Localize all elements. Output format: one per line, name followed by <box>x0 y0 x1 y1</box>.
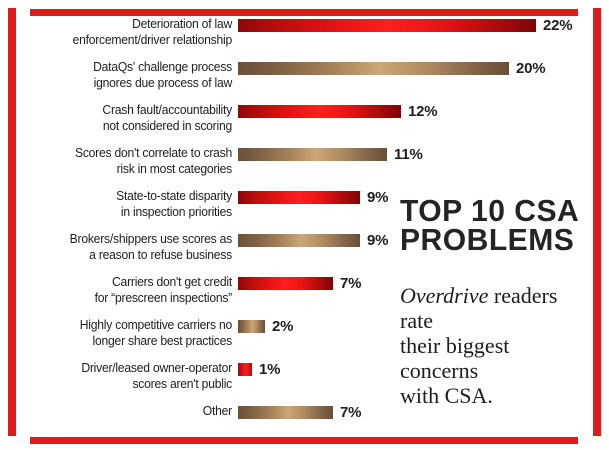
bar <box>238 62 509 75</box>
bar <box>238 105 401 118</box>
headline-deck-text: readers rate their biggest concerns with… <box>400 283 558 408</box>
bar-value-label: 1% <box>259 361 281 378</box>
bar-value-label: 20% <box>516 60 546 77</box>
bar-with-value: 7% <box>238 275 362 292</box>
bar-value-label: 7% <box>340 275 362 292</box>
bar <box>238 19 536 32</box>
bar-category-label: State-to-state disparity in inspection p… <box>116 188 232 219</box>
bar-with-value: 9% <box>238 232 389 249</box>
bar-category-label: Scores don't correlate to crash risk in … <box>74 145 232 176</box>
chart-row: DataQs' challenge process ignores due pr… <box>0 59 609 105</box>
frame-rule-top <box>30 9 578 16</box>
bar-with-value: 22% <box>238 17 573 34</box>
bar-category-label: Crash fault/accountability not considere… <box>102 102 232 133</box>
bar-with-value: 1% <box>238 361 281 378</box>
bar-with-value: 9% <box>238 189 389 206</box>
bar-category-label: Carriers don't get credit for “prescreen… <box>94 274 233 305</box>
bar-category-label: Other <box>202 403 232 418</box>
chart-row: Other 7% <box>0 403 609 449</box>
chart-row: Driver/leased owner-operator scores aren… <box>0 360 609 406</box>
bar-value-label: 12% <box>408 103 438 120</box>
chart-row: Crash fault/accountability not considere… <box>0 102 609 148</box>
bar-value-label: 7% <box>340 404 362 421</box>
bar-chart: Deterioration of law enforcement/driver … <box>0 16 609 449</box>
bar-category-label: Highly competitive carriers no longer sh… <box>79 317 232 348</box>
bar-with-value: 7% <box>238 404 362 421</box>
bar-category-label: Deterioration of law enforcement/driver … <box>72 16 233 47</box>
headline-block: TOP 10 CSA PROBLEMS Overdrive readers ra… <box>400 193 590 408</box>
bar <box>238 277 333 290</box>
chart-row: State-to-state disparity in inspection p… <box>0 188 609 234</box>
bar-value-label: 9% <box>367 189 389 206</box>
bar <box>238 234 360 247</box>
page-title: TOP 10 CSA PROBLEMS <box>400 193 580 257</box>
frame-rule-right <box>593 8 601 436</box>
headline-deck: Overdrive readers rate their biggest con… <box>400 258 590 408</box>
bar-with-value: 2% <box>238 318 294 335</box>
bar-value-label: 2% <box>272 318 294 335</box>
bar-with-value: 20% <box>238 60 546 77</box>
bar <box>238 406 333 419</box>
chart-row: Highly competitive carriers no longer sh… <box>0 317 609 363</box>
chart-row: Brokers/shippers use scores as a reason … <box>0 231 609 277</box>
publication-name: Overdrive <box>400 283 489 308</box>
bar-value-label: 11% <box>394 146 423 163</box>
bar <box>238 363 252 376</box>
bar-category-label: Driver/leased owner-operator scores aren… <box>81 360 232 391</box>
bar <box>238 320 265 333</box>
bar-value-label: 22% <box>543 17 573 34</box>
chart-row: Carriers don't get credit for “prescreen… <box>0 274 609 320</box>
bar-with-value: 12% <box>238 103 438 120</box>
bar-category-label: Brokers/shippers use scores as a reason … <box>69 231 233 262</box>
chart-row: Deterioration of law enforcement/driver … <box>0 16 609 62</box>
bar-with-value: 11% <box>238 146 423 163</box>
bar-value-label: 9% <box>367 232 389 249</box>
chart-row: Scores don't correlate to crash risk in … <box>0 145 609 191</box>
bar <box>238 191 360 204</box>
bar <box>238 148 387 161</box>
frame-rule-left <box>8 8 16 436</box>
bar-category-label: DataQs' challenge process ignores due pr… <box>93 59 232 90</box>
frame-rule-bottom <box>30 437 578 444</box>
